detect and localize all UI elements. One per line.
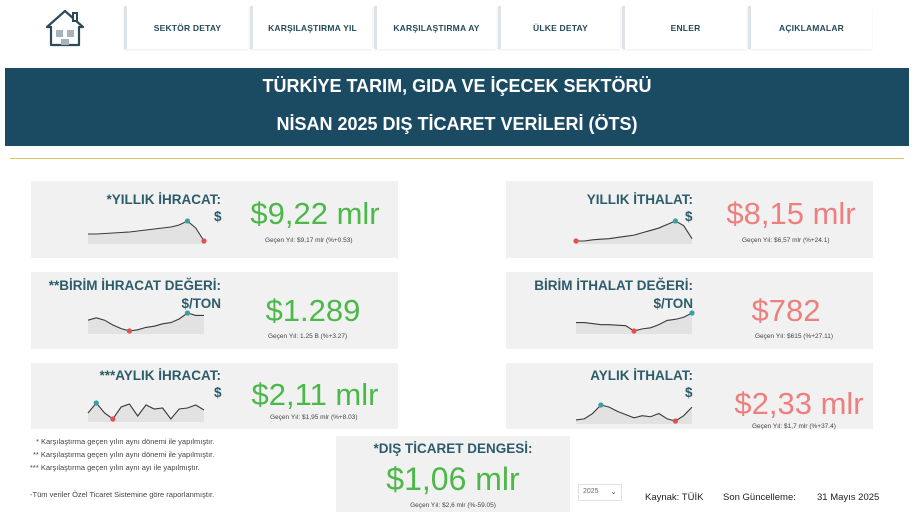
monthly-import-sparkline [575, 402, 693, 424]
nav-enler[interactable]: ENLER [622, 6, 746, 49]
sparkline-area [88, 313, 204, 334]
chevron-down-icon: ⌄ [610, 487, 617, 496]
card-annual-export [31, 181, 398, 258]
footnote-2: ** Karşılaştırma geçen yılın aynı dönemi… [33, 450, 215, 459]
source-text: Kaynak: TÜİK [645, 492, 704, 503]
monthly-export-value: $2,11 mlr [251, 377, 379, 412]
sparkline-min-marker [201, 238, 207, 244]
trade-balance-label: *DIŞ TİCARET DENGESİ: [373, 441, 533, 456]
sparkline-max-marker [93, 400, 99, 406]
divider [10, 158, 904, 159]
trade-balance-note: Geçen Yıl: $2,6 mlr (%-59.05) [410, 502, 496, 509]
updated-date: 31 Mayıs 2025 [817, 492, 880, 503]
sparkline-max-marker [184, 218, 191, 224]
annual-import-note: Geçen Yıl: $6,57 mlr (%+24.1) [742, 237, 830, 244]
banner-subtitle: NİSAN 2025 DIŞ TİCARET VERİLERİ (ÖTS) [276, 114, 638, 134]
monthly-export-sparkline [87, 400, 205, 422]
footnote-3: *** Karşılaştırma geçen yılın aynı ayı i… [30, 463, 200, 472]
monthly-export-unit: $ [214, 385, 222, 400]
footnote-4: -Tüm veriler Özel Ticaret Sistemine göre… [30, 490, 215, 499]
sparkline-area [88, 221, 204, 244]
home-icon[interactable] [44, 8, 86, 48]
card-unit-export [31, 272, 398, 349]
monthly-import-label: AYLIK İTHALAT: [590, 368, 693, 383]
nav-karsilastirma-ay[interactable]: KARŞILAŞTIRMA AY [374, 6, 496, 49]
sparkline-max-marker [598, 402, 604, 408]
annual-export-label: *YILLIK İHRACAT: [106, 192, 222, 207]
nav-aciklamalar[interactable]: AÇIKLAMALAR [748, 6, 872, 49]
sparkline-line [575, 404, 693, 422]
sparkline-area [576, 221, 692, 244]
monthly-export-note: Geçen Yıl: $1,95 mlr (%+8.03) [270, 414, 358, 421]
monthly-import-unit: $ [685, 385, 693, 400]
footnote-1: * Karşılaştırma geçen yılın aynı dönemi … [36, 437, 215, 446]
sparkline-line [576, 220, 693, 242]
sparkline-area [576, 313, 692, 334]
sparkline-max-marker [689, 310, 695, 316]
sparkline-line [87, 402, 205, 420]
card-unit-import [506, 272, 873, 349]
annual-import-label: YILLIK İTHALAT: [586, 192, 693, 207]
sparkline-min-marker [110, 416, 116, 422]
footnotes: * Karşılaştırma geçen yılın aynı dönemi … [30, 435, 214, 474]
unit-export-label: **BİRİM İHRACAT DEĞERİ: [48, 278, 221, 293]
unit-import-value: $782 [751, 293, 821, 328]
updated-label: Son Güncelleme: [723, 492, 796, 503]
nav-ulke-detay[interactable]: ÜLKE DETAY [498, 6, 620, 49]
sparkline-area [576, 405, 692, 424]
annual-export-unit: $ [214, 209, 222, 224]
unit-import-note: Geçen Yıl: $615 (%+27.11) [755, 333, 833, 340]
year-select-value: 2025 [583, 488, 599, 495]
banner-title: TÜRKİYE TARIM, GIDA VE İÇECEK SEKTÖRÜ [262, 76, 652, 96]
monthly-export-label: ***AYLIK İHRACAT: [99, 368, 221, 383]
unit-import-unit: $/TON [653, 296, 693, 311]
sparkline-line [87, 312, 204, 332]
sparkline-min-marker [672, 418, 679, 424]
annual-import-sparkline [573, 218, 693, 244]
card-trade-balance [336, 436, 570, 512]
sparkline-min-marker [126, 328, 133, 334]
nav-karsilastirma-yil[interactable]: KARŞILAŞTIRMA YIL [250, 6, 372, 49]
unit-export-sparkline [87, 310, 204, 334]
trade-balance-value: $1,06 mlr [386, 461, 520, 497]
sparkline-min-marker [573, 238, 579, 244]
unit-import-sparkline [576, 310, 695, 334]
unit-export-value: $1.289 [265, 293, 361, 328]
year-select[interactable]: 2025 ⌄ [578, 484, 622, 501]
annual-export-value: $9,22 mlr [250, 196, 380, 231]
monthly-import-note: Geçen Yıl: $1,7 mlr (%+37.4) [752, 423, 836, 430]
unit-import-label: BİRİM İTHALAT DEĞERİ: [534, 278, 693, 293]
sparkline-line [88, 220, 205, 242]
nav-sektor-detay[interactable]: SEKTÖR DETAY [124, 6, 248, 49]
title-banner: TÜRKİYE TARIM, GIDA VE İÇECEK SEKTÖRÜ Nİ… [5, 68, 909, 146]
annual-export-sparkline [88, 218, 207, 244]
sparkline-max-marker [672, 218, 679, 224]
sparkline-area [88, 403, 204, 422]
card-annual-import [506, 181, 873, 258]
annual-export-note: Geçen Yıl: $9,17 mlr (%+0.53) [265, 237, 353, 244]
sparkline-min-marker [631, 328, 637, 334]
unit-export-unit: $/TON [181, 296, 221, 311]
sparkline-max-marker [184, 310, 191, 316]
annual-import-unit: $ [685, 209, 693, 224]
monthly-import-value: $2,33 mlr [734, 386, 864, 421]
unit-export-note: Geçen Yıl: 1.25 B (%+3.27) [268, 333, 348, 340]
annual-import-value: $8,15 mlr [726, 196, 856, 231]
